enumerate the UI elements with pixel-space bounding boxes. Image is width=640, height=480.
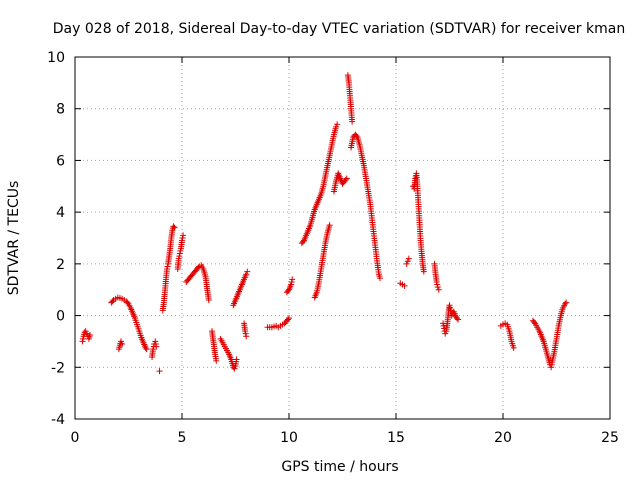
- data-point: [510, 344, 517, 351]
- data-point: [284, 316, 291, 323]
- data-point: [435, 286, 442, 293]
- y-tick-label: -4: [51, 412, 65, 428]
- data-point: [334, 121, 341, 128]
- data-point: [195, 264, 202, 271]
- data-point: [326, 222, 333, 229]
- data-points: [79, 72, 570, 375]
- x-tick-label: 25: [601, 430, 619, 446]
- data-point: [531, 319, 538, 326]
- data-point: [242, 330, 249, 337]
- x-tick-labels: 0 5 10 15 20 25: [71, 430, 619, 446]
- data-point: [170, 223, 177, 230]
- data-point: [242, 328, 249, 335]
- data-point: [289, 276, 296, 283]
- data-point: [82, 328, 89, 335]
- x-axis-label: GPS time / hours: [281, 459, 398, 475]
- data-point: [80, 335, 87, 342]
- data-point: [156, 368, 163, 375]
- y-axis-label: SDTVAR / TECUs: [6, 181, 22, 296]
- data-point: [176, 250, 183, 257]
- data-point: [118, 338, 125, 345]
- data-point: [548, 364, 555, 371]
- data-point: [433, 278, 440, 285]
- x-tick-label: 10: [280, 430, 298, 446]
- y-tick-label: 0: [56, 309, 65, 325]
- data-point: [405, 255, 412, 262]
- data-point: [213, 357, 220, 364]
- data-point: [164, 263, 171, 270]
- data-point: [284, 288, 291, 295]
- data-point: [179, 237, 185, 244]
- data-point: [562, 300, 569, 307]
- data-point: [434, 284, 441, 291]
- data-point: [440, 322, 447, 329]
- data-point: [447, 304, 454, 311]
- data-point: [79, 338, 86, 345]
- data-point: [349, 118, 356, 125]
- data-point: [177, 247, 184, 254]
- data-point: [453, 315, 460, 322]
- data-point: [153, 343, 160, 350]
- data-point: [142, 344, 149, 351]
- data-point: [243, 333, 250, 340]
- data-point: [434, 281, 441, 288]
- data-point: [83, 330, 90, 337]
- data-point: [376, 275, 383, 282]
- data-point: [455, 316, 462, 323]
- y-tick-label: 6: [56, 153, 65, 169]
- data-point: [119, 341, 126, 348]
- data-point: [548, 361, 555, 368]
- y-tick-label: 8: [56, 102, 65, 118]
- data-point: [446, 302, 453, 309]
- data-point: [143, 346, 150, 353]
- grid-lines: [75, 57, 610, 419]
- data-point: [343, 175, 350, 182]
- data-point: [152, 338, 159, 345]
- x-tick-label: 20: [494, 430, 512, 446]
- data-point: [244, 268, 251, 275]
- data-point: [233, 356, 240, 363]
- x-tick-label: 5: [178, 430, 187, 446]
- data-point: [243, 271, 250, 278]
- y-tick-labels: -4 -2 0 2 4 6 8 10: [47, 50, 65, 428]
- data-point: [353, 132, 360, 139]
- data-point: [152, 341, 159, 348]
- data-point: [180, 232, 187, 239]
- x-tick-label: 15: [387, 430, 405, 446]
- data-point: [404, 258, 411, 265]
- data-point: [563, 299, 570, 306]
- data-point: [175, 255, 182, 262]
- data-point: [86, 331, 93, 338]
- data-point: [342, 176, 349, 183]
- data-point: [171, 224, 178, 231]
- axis-ticks: [74, 56, 611, 420]
- data-point: [447, 307, 454, 314]
- chart-title: Day 028 of 2018, Sidereal Day-to-day VTE…: [53, 21, 625, 37]
- data-point: [286, 315, 292, 322]
- data-point: [403, 260, 410, 267]
- data-point: [231, 365, 238, 372]
- x-tick-label: 0: [71, 430, 80, 446]
- plot-frame: [74, 56, 611, 420]
- y-tick-label: 10: [47, 50, 65, 66]
- data-point: [205, 297, 212, 304]
- data-point: [109, 298, 116, 305]
- data-point: [176, 253, 183, 260]
- data-point: [442, 330, 449, 337]
- data-point: [401, 282, 408, 289]
- data-point: [288, 278, 295, 285]
- data-point: [164, 266, 171, 273]
- data-point: [150, 346, 157, 353]
- y-tick-label: 4: [56, 205, 65, 221]
- data-point: [288, 281, 295, 288]
- data-point: [179, 235, 186, 241]
- data-point: [333, 123, 340, 130]
- data-point: [420, 268, 427, 275]
- y-tick-label: -2: [51, 360, 65, 376]
- data-point: [299, 238, 306, 245]
- y-tick-label: 2: [56, 257, 65, 273]
- data-point: [124, 299, 131, 306]
